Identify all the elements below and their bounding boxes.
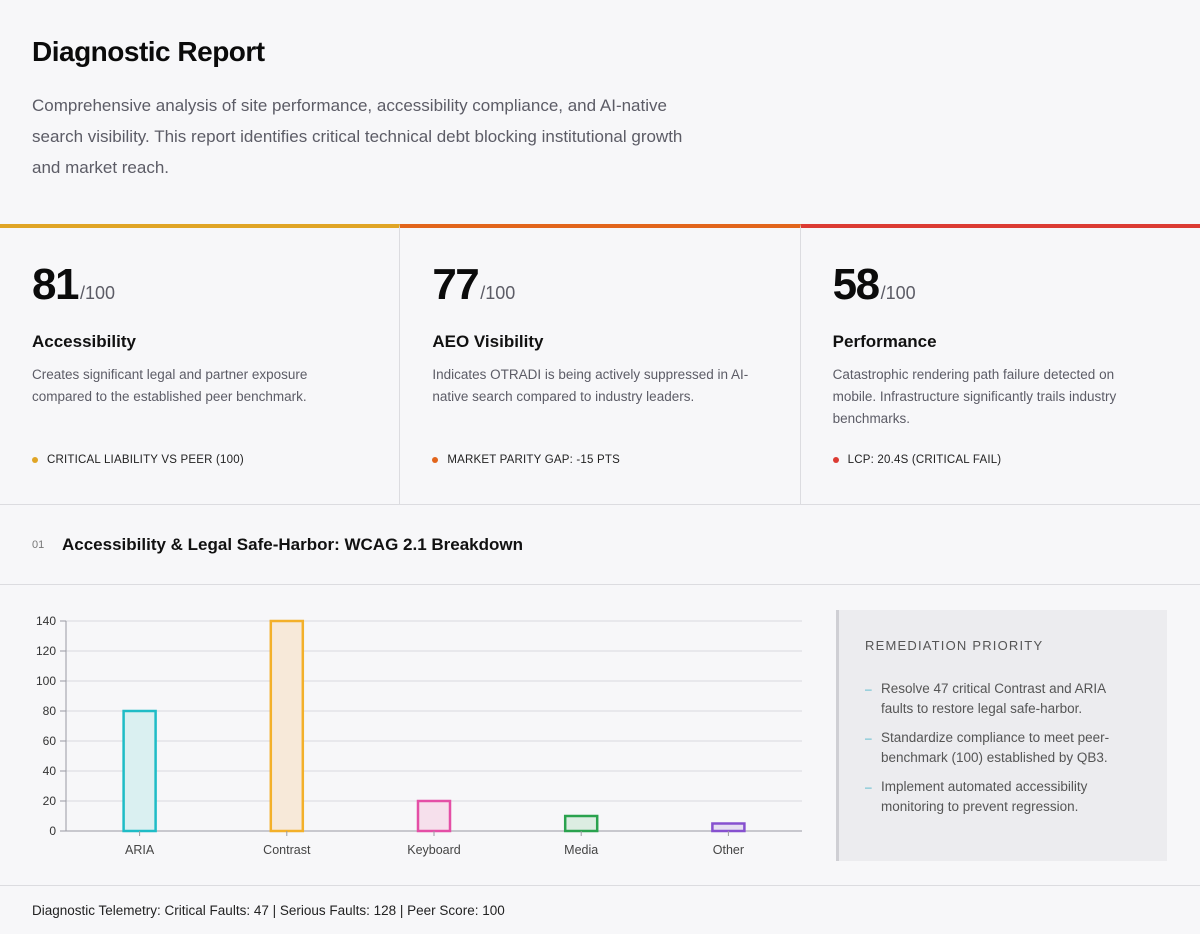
report-header: Diagnostic Report Comprehensive analysis… xyxy=(0,0,1200,224)
y-tick-label: 100 xyxy=(36,674,56,688)
score-row: 77 /100 xyxy=(432,260,767,310)
y-tick-label: 120 xyxy=(36,644,56,658)
score-max: /100 xyxy=(79,283,115,303)
x-tick-label: Keyboard xyxy=(407,843,461,857)
y-tick-label: 80 xyxy=(43,704,57,718)
score-row: 81 /100 xyxy=(32,260,367,310)
x-tick-label: ARIA xyxy=(125,843,155,857)
bar-contrast xyxy=(269,619,305,833)
status-tag-label: MARKET PARITY GAP: -15 PTS xyxy=(447,454,620,466)
telemetry-footer: Diagnostic Telemetry: Critical Faults: 4… xyxy=(0,886,1200,934)
score-card-accessibility: 81 /100 Accessibility Creates significan… xyxy=(0,224,401,504)
y-tick-label: 0 xyxy=(49,824,56,838)
score-max: /100 xyxy=(480,283,516,303)
remediation-item-text: Resolve 47 critical Contrast and ARIA fa… xyxy=(881,681,1106,716)
remediation-item-text: Standardize compliance to meet peer-benc… xyxy=(881,730,1110,765)
remediation-title: REMEDIATION PRIORITY xyxy=(865,638,1044,653)
score-row: 58 /100 xyxy=(833,260,1168,310)
x-tick-label: Other xyxy=(713,843,744,857)
section-number: 01 xyxy=(32,538,45,551)
card-title: Performance xyxy=(832,332,937,351)
remediation-panel: REMEDIATION PRIORITY – Resolve 47 critic… xyxy=(836,610,1167,861)
score-value: 58 xyxy=(832,260,880,309)
y-tick-label: 60 xyxy=(43,734,57,748)
bar-media xyxy=(563,814,599,833)
dash-icon: – xyxy=(865,731,872,745)
status-dot-icon xyxy=(832,457,839,463)
status-tag-label: CRITICAL LIABILITY VS PEER (100) xyxy=(47,454,244,466)
score-card-aeo-visibility: 77 /100 AEO Visibility Indicates OTRADI … xyxy=(400,224,801,504)
status-tag: MARKET PARITY GAP: -15 PTS xyxy=(432,454,620,466)
score-max: /100 xyxy=(880,283,916,303)
dash-icon: – xyxy=(865,780,872,794)
remediation-list: – Resolve 47 critical Contrast and ARIA … xyxy=(865,679,1139,817)
status-dot-icon xyxy=(32,457,38,463)
status-tag: LCP: 20.4S (CRITICAL FAIL) xyxy=(832,454,1002,466)
card-title: Accessibility xyxy=(32,332,136,351)
page-title: Diagnostic Report xyxy=(32,36,265,67)
report-intro: Comprehensive analysis of site performan… xyxy=(32,96,683,177)
status-tag-label: LCP: 20.4S (CRITICAL FAIL) xyxy=(847,454,1002,466)
score-value: 81 xyxy=(32,260,79,309)
bar-aria xyxy=(122,709,157,833)
x-tick-label: Media xyxy=(564,843,598,857)
remediation-item-text: Implement automated accessibility monito… xyxy=(881,779,1088,814)
card-description: Catastrophic rendering path failure dete… xyxy=(832,367,1117,426)
y-tick-label: 140 xyxy=(36,614,56,628)
remediation-item: – Standardize compliance to meet peer-be… xyxy=(865,728,1139,768)
wcag-breakdown: 0 20 40 60 80 100 120 140 ARIA Contrast Keyboard Me… xyxy=(0,585,1200,886)
card-description: Creates significant legal and partner ex… xyxy=(32,367,308,404)
remediation-item: – Implement automated accessibility moni… xyxy=(865,777,1139,817)
y-tick-label: 20 xyxy=(43,794,57,808)
wcag-bar-chart: 0 20 40 60 80 100 120 140 ARIA Contrast Keyboard Me… xyxy=(36,614,802,857)
y-tick-label: 40 xyxy=(43,764,57,778)
card-title: AEO Visibility xyxy=(432,332,544,351)
telemetry-text: Diagnostic Telemetry: Critical Faults: 4… xyxy=(32,902,505,918)
x-tick-label: Contrast xyxy=(263,843,311,857)
section-header: 01 Accessibility & Legal Safe-Harbor: WC… xyxy=(0,505,1200,585)
section-title: Accessibility & Legal Safe-Harbor: WCAG … xyxy=(62,534,524,554)
bar-keyboard xyxy=(416,799,452,833)
score-cards: 81 /100 Accessibility Creates significan… xyxy=(0,224,1200,505)
status-tag: CRITICAL LIABILITY VS PEER (100) xyxy=(32,454,244,466)
dash-icon: – xyxy=(865,682,872,696)
score-card-performance: 58 /100 Performance Catastrophic renderi… xyxy=(800,224,1200,504)
bar-other xyxy=(711,822,746,833)
card-description: Indicates OTRADI is being actively suppr… xyxy=(432,367,749,404)
status-dot-icon xyxy=(432,457,439,463)
score-value: 77 xyxy=(432,260,479,309)
remediation-item: – Resolve 47 critical Contrast and ARIA … xyxy=(865,679,1139,719)
